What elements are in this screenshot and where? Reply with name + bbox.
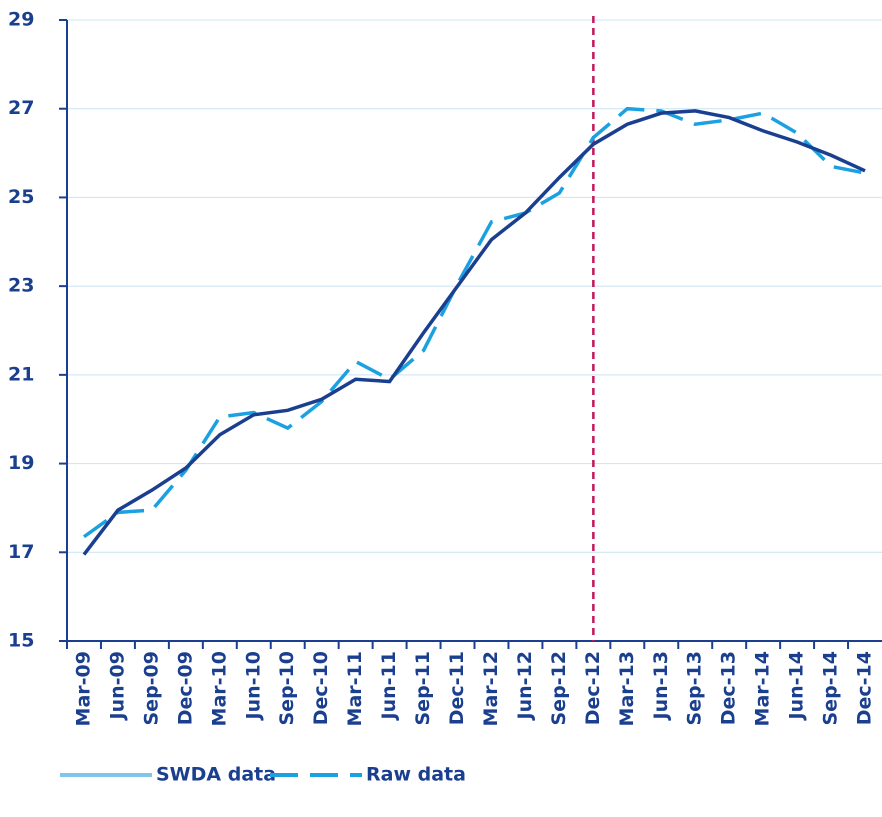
x-tick-label: Mar-13: [616, 651, 638, 726]
x-tick-label: Sep-14: [820, 651, 842, 726]
x-tick-label: Sep-11: [412, 651, 434, 726]
x-tick-label: Sep-09: [140, 651, 162, 726]
y-tick-label: 27: [8, 97, 34, 119]
x-tick-label: Dec-14: [854, 651, 876, 725]
x-tick-label: Mar-11: [344, 651, 366, 726]
x-tick-label: Sep-13: [684, 651, 706, 726]
x-tick-label: Dec-09: [174, 651, 196, 725]
x-tick-label: Dec-12: [582, 651, 604, 725]
legend-label: SWDA data: [156, 764, 276, 786]
y-tick-label: 25: [8, 186, 34, 208]
x-tick-label: Jun-11: [378, 651, 400, 721]
x-tick-label: Dec-13: [718, 651, 740, 725]
x-tick-label: Jun-12: [514, 651, 536, 721]
x-tick-label: Jun-13: [650, 651, 672, 721]
y-tick-label: 23: [8, 275, 34, 297]
x-tick-label: Mar-12: [480, 651, 502, 726]
x-tick-label: Mar-10: [208, 651, 230, 726]
y-tick-label: 17: [8, 541, 34, 563]
y-tick-label: 29: [8, 9, 34, 31]
x-tick-label: Dec-10: [310, 651, 332, 725]
y-tick-label: 19: [8, 452, 34, 474]
x-tick-label: Mar-14: [752, 651, 774, 726]
x-tick-label: Mar-09: [72, 651, 94, 726]
series-line: [82, 109, 866, 556]
x-tick-label: Sep-10: [276, 651, 298, 726]
x-tick-label: Sep-12: [548, 651, 570, 726]
x-tick-label: Jun-10: [242, 651, 264, 721]
series-line: [82, 106, 866, 539]
x-tick-label: Dec-11: [446, 651, 468, 725]
y-tick-label: 21: [8, 363, 34, 385]
y-tick-label: 15: [8, 630, 34, 652]
legend-label: Raw data: [366, 764, 466, 786]
x-tick-label: Jun-14: [786, 651, 808, 721]
x-tick-label: Jun-09: [106, 651, 128, 721]
